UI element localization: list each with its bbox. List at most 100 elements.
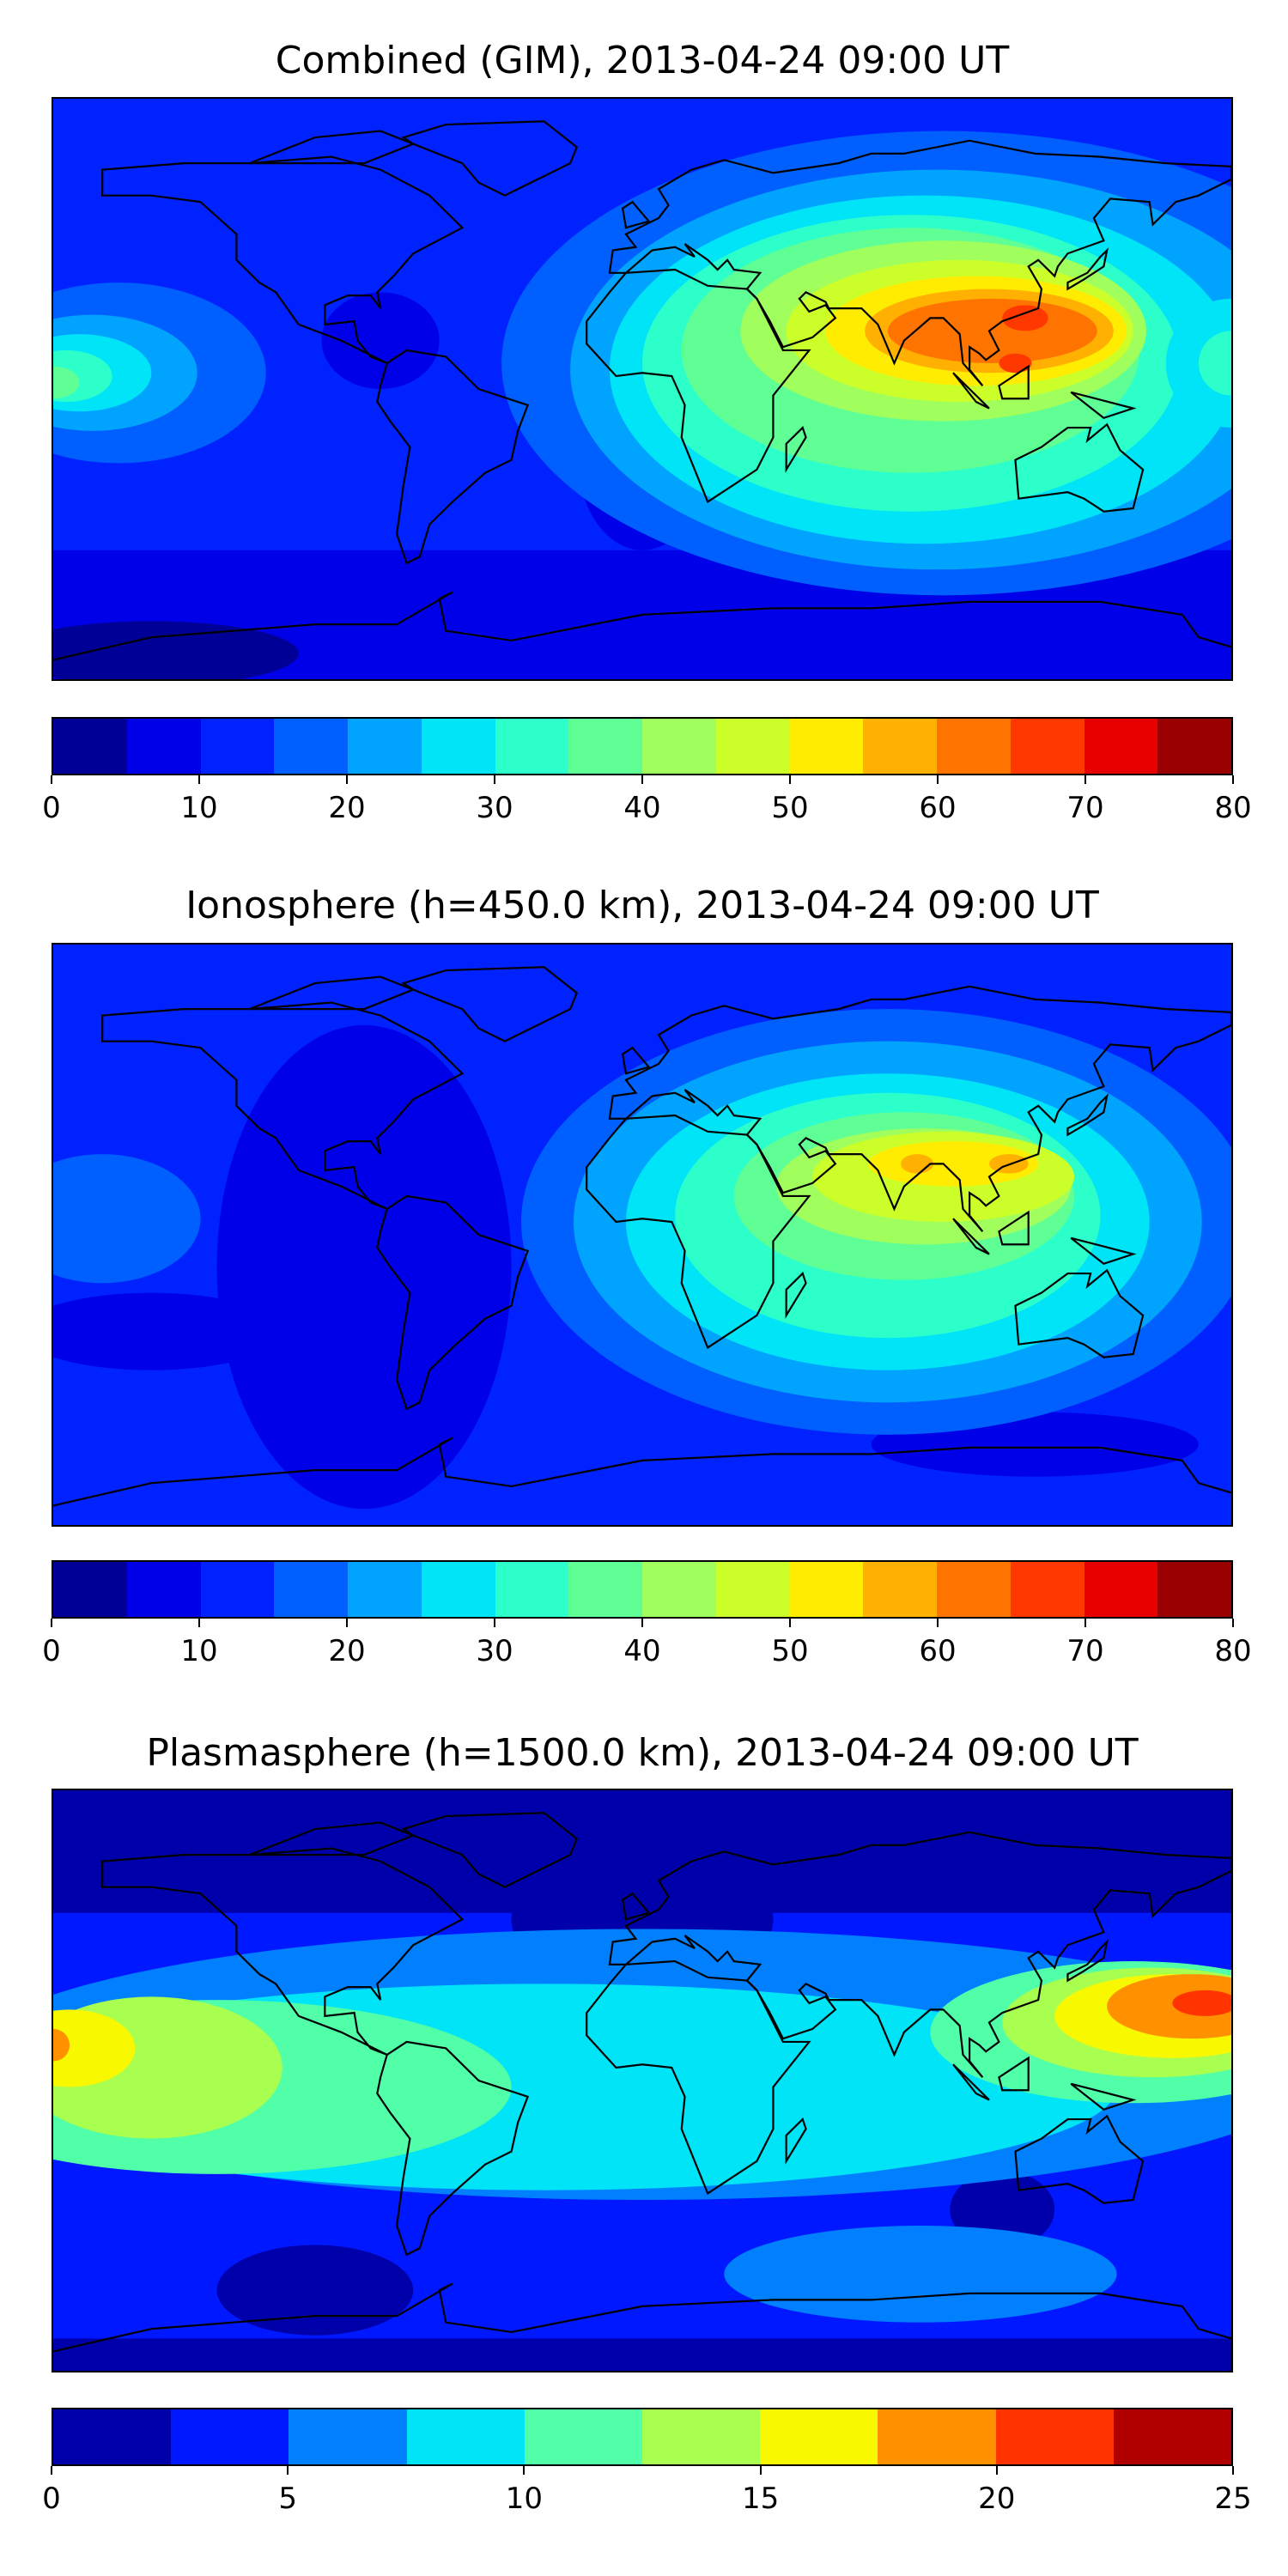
colorbar-tick-mark [789,775,791,784]
colorbar-segment [642,1562,716,1617]
colorbar-plasmasphere [52,2408,1233,2466]
colorbar-tick-label: 50 [771,1634,809,1668]
coastline [102,157,462,363]
coastline [1067,251,1107,289]
colorbar-segment [200,1562,275,1617]
contour-band [53,2028,70,2062]
colorbar-segment [200,719,275,774]
map-combined [52,97,1233,681]
coastline [377,1196,527,1409]
coastline [999,2058,1028,2091]
colorbar-tick-mark [641,775,643,784]
plot-title-plasmasphere: Plasmasphere (h=1500.0 km), 2013-04-24 0… [146,1731,1139,1775]
coastline [999,367,1028,399]
colorbar-tick-mark [198,1619,200,1627]
colorbar-tick-label: 20 [328,791,366,825]
coastline [1015,2116,1143,2202]
contour-band [321,292,440,389]
colorbar-segment [171,2409,289,2464]
colorbar-tick-label: 0 [42,1634,61,1668]
contour-band [867,1141,1039,1187]
colorbar-tick-mark [346,775,348,784]
colorbar-tick-mark [494,1619,495,1627]
colorbar-tick-mark [51,775,52,784]
colorbar-segment [1113,2409,1232,2464]
colorbar-tick-mark [1232,775,1234,784]
plot-title-ionosphere: Ionosphere (h=450.0 km), 2013-04-24 09:0… [185,884,1099,927]
field-combined [53,99,1231,679]
contour-band [901,1154,934,1174]
colorbar-segment [406,2409,525,2464]
coastline [377,350,527,563]
contour-band [216,1024,512,1510]
colorbar-segment [568,1562,642,1617]
colorbar-segment [1084,719,1158,774]
coastline [404,1813,577,1886]
coastline [250,131,414,164]
map-ionosphere [52,943,1233,1527]
coastline [250,1823,414,1856]
colorbar-tick-mark [995,2466,998,2475]
colorbar-segment [715,1562,790,1617]
colorbar-tick-label: 80 [1214,791,1252,825]
coastline [1071,1238,1133,1264]
colorbar-segment [348,719,422,774]
colorbar-ionosphere [52,1560,1233,1619]
coastline [953,2064,989,2099]
colorbar-segment [878,2409,996,2464]
colorbar-tick-mark [759,2466,762,2475]
contour-band [216,2245,414,2336]
colorbar-tick-label: 60 [919,791,957,825]
coastline [1067,1097,1107,1135]
coastline [623,202,648,228]
colorbar-tick-label: 40 [623,791,661,825]
coastline [1071,2084,1133,2110]
colorbar-tick-label: 80 [1214,1634,1252,1668]
coastline [999,1212,1028,1245]
colorbar-tick-mark [51,2466,52,2475]
colorbar-tick-label: 15 [741,2482,780,2516]
colorbar-ticks-ionosphere: 0 10 20 30 40 50 60 70 80 [42,1619,1252,1670]
coastline [53,1438,1231,1506]
coastline [1067,1942,1107,1981]
colorbar-tick-label: 20 [328,1634,366,1668]
contour-band [53,1154,201,1284]
colorbar-tick-label: 70 [1066,1634,1104,1668]
colorbar-segment [863,719,937,774]
colorbar-segment [937,1562,1011,1617]
coastline [1015,424,1143,511]
coastline [610,1832,1231,2077]
colorbar-combined [52,717,1233,775]
colorbar-tick-mark [346,1619,348,1627]
contour-band [53,1292,283,1370]
colorbar-tick-mark [198,775,200,784]
colorbar-segment [995,2409,1114,2464]
colorbar-tick-mark [789,1619,791,1627]
colorbar-tick-label: 10 [180,791,218,825]
plot-title-combined: Combined (GIM), 2013-04-24 09:00 UT [275,39,1010,82]
colorbar-tick-mark [1232,1619,1234,1627]
colorbar-ticks-plasmasphere: 0 5 10 15 20 25 [42,2466,1252,2518]
contour-band [1107,1974,1231,2039]
colorbar-segment [642,719,716,774]
coastline [250,977,414,1010]
colorbar-segment [1157,1562,1231,1617]
colorbar-segment [1010,1562,1084,1617]
contour-band [724,2226,1117,2323]
contour-band [1002,305,1048,331]
colorbar-segment [1157,719,1231,774]
colorbar-segment [421,1562,495,1617]
field-plasmasphere [53,1790,1231,2371]
contour-band [53,2009,136,2087]
coastline [53,2284,1231,2352]
coastline [1071,392,1133,418]
coastline [102,1003,462,1209]
colorbar-segment [863,1562,937,1617]
colorbar-tick-label: 10 [505,2482,544,2516]
coastline [953,373,989,408]
colorbar-tick-mark [1084,775,1086,784]
colorbar-segment [274,1562,348,1617]
colorbar-tick-mark [1232,2466,1234,2475]
coastline [102,1849,462,2055]
colorbar-segment [789,719,864,774]
